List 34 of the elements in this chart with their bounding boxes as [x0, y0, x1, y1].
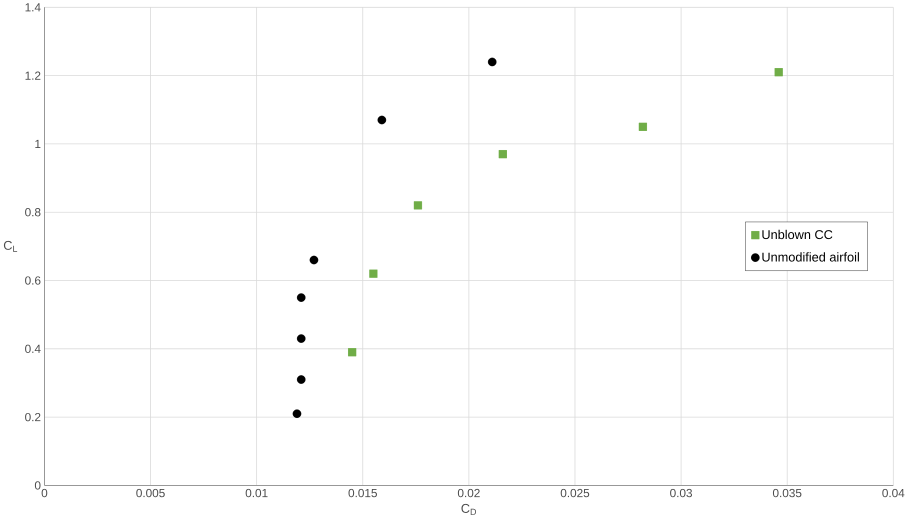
y-tick-label: 1	[35, 140, 40, 148]
y-axis-title: C$_{L}$	[4, 240, 18, 252]
point	[638, 122, 648, 131]
y-tick-label: 0.2	[25, 412, 40, 422]
point	[348, 348, 356, 356]
point	[414, 201, 422, 210]
x-tick-label: 0.02	[458, 488, 480, 498]
x-tick-label: 0.005	[136, 488, 165, 498]
y-tick-label: 1.2	[26, 71, 40, 80]
point	[296, 375, 306, 384]
point	[292, 409, 302, 418]
x-tick-label: 0.03	[670, 488, 692, 498]
point	[488, 58, 497, 66]
x-tick-label: 0.025	[560, 488, 590, 498]
legend-label: Unblown CC	[762, 230, 832, 240]
point	[296, 293, 306, 302]
x-tick-label: 0.035	[772, 488, 802, 498]
y-tick-label: 0.4	[25, 344, 41, 353]
y-tick-label: 0	[34, 481, 41, 490]
y-tick-label: 0.6	[25, 276, 40, 285]
point	[310, 256, 318, 264]
x-tick-label: 0.015	[348, 488, 377, 498]
x-axis-title: C$_{D}$	[461, 504, 476, 515]
point	[498, 150, 507, 158]
x-tick-label: 0	[42, 488, 48, 498]
y-tick-label: 0.8	[25, 208, 40, 216]
y-tick-label: 1.4	[26, 3, 41, 12]
point	[774, 68, 783, 76]
point	[369, 269, 378, 278]
x-tick-label: 0.04	[882, 488, 904, 498]
x-tick-label: 0.01	[246, 488, 268, 498]
point	[296, 334, 306, 343]
point	[378, 116, 386, 124]
legend-label: Unmodified airfoil	[762, 252, 859, 262]
